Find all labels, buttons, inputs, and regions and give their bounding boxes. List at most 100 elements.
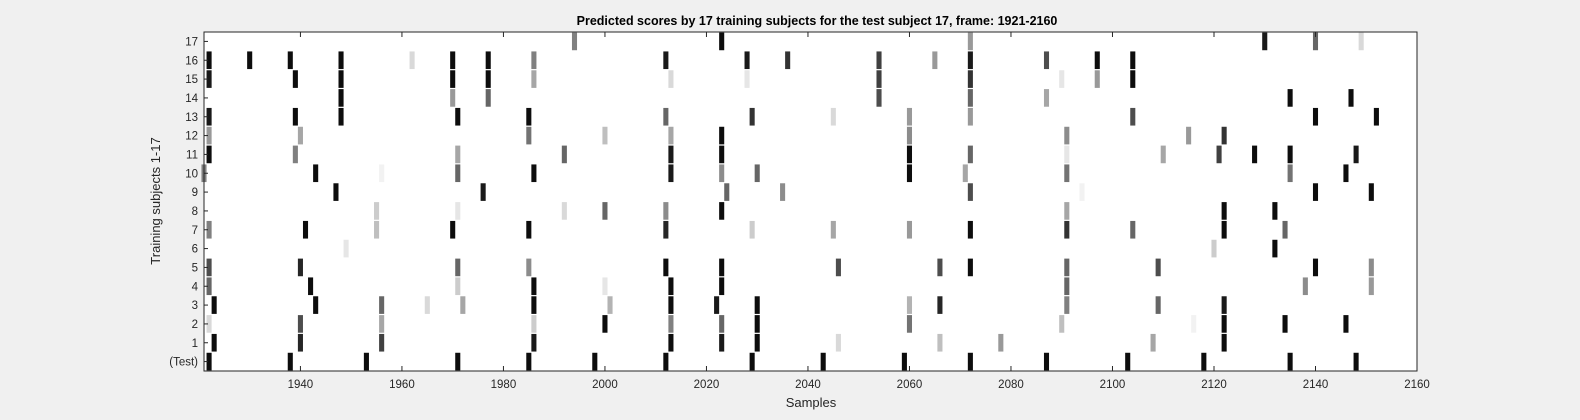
x-tick-label: 2080 <box>998 379 1024 391</box>
heatmap-cell <box>1094 70 1100 88</box>
heatmap-cell <box>1160 145 1166 164</box>
heatmap-cell <box>1272 202 1278 220</box>
heatmap-cell <box>571 32 578 51</box>
heatmap-cell <box>876 51 882 70</box>
heatmap-cell <box>455 352 461 371</box>
heatmap-cell <box>531 164 537 183</box>
heatmap-cell <box>287 51 293 70</box>
heatmap-cell <box>450 220 456 239</box>
heatmap-cell <box>206 277 212 296</box>
heatmap-cell <box>1064 202 1070 220</box>
heatmap-cell <box>1191 315 1197 333</box>
heatmap-cell <box>379 296 385 314</box>
heatmap-cell <box>292 145 298 164</box>
heatmap-cell <box>835 258 841 277</box>
heatmap-cell <box>1221 202 1227 220</box>
x-axis-ticks: 1940 1960 1980 2000 2020 2040 2060 2080 2100 2120… <box>288 32 1430 391</box>
heatmap-cell <box>1064 126 1070 145</box>
heatmap-cell <box>297 315 303 333</box>
heatmap-cell <box>749 220 755 239</box>
plot-border <box>203 31 1418 372</box>
heatmap-cell <box>607 296 613 314</box>
heatmap-cell <box>526 352 532 371</box>
heatmap-cell <box>592 352 598 371</box>
x-tick-label: 2120 <box>1201 379 1227 391</box>
heatmap-cell <box>1312 107 1319 126</box>
heatmap-cell <box>602 202 608 220</box>
heatmap-cell <box>206 315 212 333</box>
y-tick-label: 4 <box>192 281 199 293</box>
heatmap-cell <box>780 183 786 201</box>
heatmap-cell <box>1130 220 1136 239</box>
heatmap-cell <box>967 183 973 201</box>
heatmap-cell <box>906 296 913 314</box>
heatmap-cell <box>932 51 938 70</box>
heatmap-cell <box>1043 352 1050 371</box>
heatmap-cell <box>1353 145 1359 164</box>
heatmap-cell <box>379 164 385 183</box>
heatmap-cell <box>206 258 212 277</box>
heatmap-cell <box>1064 296 1070 314</box>
x-tick-label: 1940 <box>288 379 314 391</box>
heatmap-cell <box>668 70 674 88</box>
x-tick-label: 2000 <box>592 379 618 391</box>
heatmap-cell <box>1312 258 1319 277</box>
heatmap-cell <box>668 126 674 145</box>
heatmap-cell <box>1343 164 1349 183</box>
heatmap-cell <box>561 202 567 220</box>
heatmap-cell <box>901 352 907 371</box>
heatmap-cell <box>663 202 669 220</box>
heatmap-cell <box>343 239 349 258</box>
x-tick-label: 1960 <box>389 379 415 391</box>
heatmap-cell <box>1343 315 1349 333</box>
heatmap-cell <box>1064 277 1070 296</box>
heatmap-cell <box>526 220 532 239</box>
heatmap-cell <box>1064 164 1070 183</box>
heatmap-cells <box>201 32 1379 371</box>
heatmap-cell <box>485 89 491 107</box>
heatmap-cell <box>1064 220 1070 239</box>
heatmap-cell <box>1059 315 1065 333</box>
heatmap-cell <box>785 51 791 70</box>
heatmap-cell <box>1094 51 1100 70</box>
heatmap-cell <box>455 164 461 183</box>
heatmap-cell <box>379 333 385 352</box>
heatmap-cell <box>719 145 725 164</box>
heatmap-cell <box>754 296 760 314</box>
heatmap-cell <box>424 296 430 314</box>
x-axis-label: Samples <box>786 395 837 410</box>
heatmap-cell <box>602 315 608 333</box>
heatmap-cell <box>967 352 973 371</box>
heatmap-cell <box>668 164 674 183</box>
heatmap-cell <box>724 183 730 201</box>
heatmap-cell <box>719 202 725 220</box>
plot-background <box>204 32 1417 371</box>
heatmap-cell <box>1353 352 1359 371</box>
heatmap-cell <box>749 352 755 371</box>
y-tick-label: 6 <box>192 244 198 256</box>
heatmap-cell <box>211 296 217 314</box>
heatmap-cell <box>1059 70 1065 88</box>
heatmap-cell <box>744 70 750 88</box>
heatmap-cell <box>1186 126 1192 145</box>
heatmap-cell <box>663 107 669 126</box>
y-tick-label: 16 <box>185 55 198 67</box>
heatmap-cell <box>714 296 720 314</box>
x-tick-label: 2020 <box>694 379 720 391</box>
heatmap-cell <box>211 333 217 352</box>
heatmap-cell <box>830 107 836 126</box>
heatmap-cell <box>719 126 725 145</box>
heatmap-cell <box>1130 107 1136 126</box>
heatmap-cell <box>292 107 298 126</box>
heatmap-cell <box>531 277 537 296</box>
heatmap-cell <box>338 107 344 126</box>
heatmap-cell <box>531 70 537 88</box>
heatmap-cell <box>485 70 491 88</box>
heatmap-cell <box>967 145 973 164</box>
heatmap-cell <box>967 70 973 88</box>
heatmap-cell <box>1064 258 1070 277</box>
heatmap-cell <box>602 126 608 145</box>
heatmap-cell <box>754 315 760 333</box>
heatmap-cell <box>754 164 760 183</box>
heatmap-cell <box>450 89 456 107</box>
